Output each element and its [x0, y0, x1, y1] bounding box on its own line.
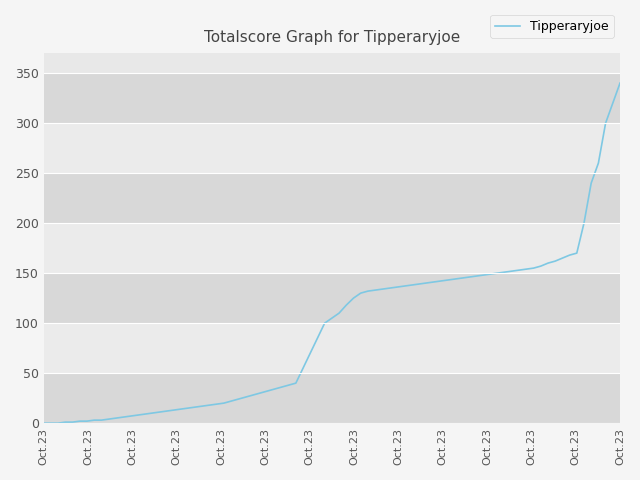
- Bar: [44, 373, 620, 423]
- Legend: Tipperaryjoe: Tipperaryjoe: [490, 15, 614, 38]
- Bar: [44, 323, 620, 373]
- Bar: [44, 173, 620, 223]
- Title: Totalscore Graph for Tipperaryjoe: Totalscore Graph for Tipperaryjoe: [204, 30, 460, 45]
- Bar: [44, 123, 620, 173]
- Tipperaryjoe: [400, 283, 408, 289]
- Tipperaryjoe: [537, 263, 545, 269]
- Bar: [44, 273, 620, 323]
- Line: Tipperaryjoe: Tipperaryjoe: [44, 83, 620, 423]
- Tipperaryjoe: [508, 268, 516, 274]
- Bar: [44, 223, 620, 273]
- Tipperaryjoe: [40, 420, 47, 426]
- Bar: [44, 73, 620, 123]
- Tipperaryjoe: [616, 80, 624, 86]
- Tipperaryjoe: [357, 290, 365, 296]
- Tipperaryjoe: [559, 255, 566, 261]
- Tipperaryjoe: [465, 274, 472, 280]
